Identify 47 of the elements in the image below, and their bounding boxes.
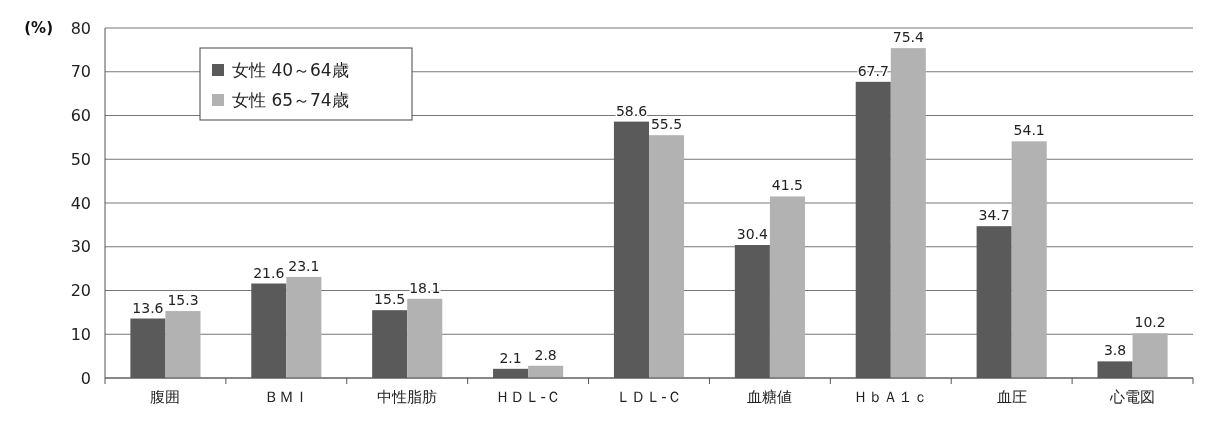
data-label: 67.7 [857, 62, 889, 79]
x-tick-label: ＨｂＡ１ｃ [853, 388, 929, 406]
y-tick-label: 30 [70, 237, 91, 257]
data-label: 41.5 [771, 177, 803, 194]
data-label: 15.3 [167, 292, 199, 309]
y-axis-title: (%) [24, 19, 53, 38]
y-tick-label: 20 [70, 281, 91, 301]
data-label: 30.4 [736, 226, 769, 242]
legend-label: 女性 40～64歳 [232, 59, 349, 80]
x-tick-label: 心電図 [1109, 388, 1156, 406]
data-label: 2.8 [534, 346, 557, 363]
data-label: 75.4 [892, 29, 924, 46]
data-label: 54.1 [1013, 122, 1045, 139]
bar [165, 311, 201, 378]
y-tick-label: 10 [70, 324, 91, 344]
bar [528, 365, 564, 378]
data-label: 23.1 [288, 257, 320, 274]
data-label: 21.6 [253, 264, 285, 281]
y-tick-label: 0 [80, 368, 91, 388]
data-label: 34.7 [978, 207, 1010, 224]
y-tick-label: 60 [70, 106, 91, 126]
data-label: 58.6 [615, 102, 648, 119]
x-tick-label: 中性脂肪 [377, 388, 438, 406]
legend-label: 女性 65～74歳 [232, 89, 349, 110]
x-tick-label: 腹囲 [150, 388, 181, 406]
data-label: 2.1 [499, 349, 522, 366]
data-label: 13.6 [132, 299, 164, 316]
y-tick-label: 40 [70, 193, 91, 213]
y-tick-label: 50 [70, 149, 91, 169]
bar [1011, 141, 1047, 378]
x-tick-label: ＬＤＬ-Ｃ [616, 388, 682, 406]
bar [1132, 333, 1168, 378]
data-label: 55.5 [650, 116, 683, 133]
bar [890, 48, 926, 378]
x-tick-label: 血糖値 [747, 388, 793, 406]
data-label: 10.2 [1134, 314, 1166, 331]
y-tick-label: 70 [70, 62, 91, 82]
data-label: 3.8 [1103, 342, 1127, 359]
x-tick-label: ＢＭＩ [263, 388, 309, 406]
bar [407, 298, 443, 378]
bar [769, 196, 805, 378]
bar [649, 135, 685, 378]
x-tick-label: 血圧 [996, 388, 1027, 406]
data-label: 15.5 [374, 291, 406, 308]
x-tick-label: ＨＤＬ-Ｃ [495, 388, 561, 406]
bar [286, 276, 322, 378]
y-tick-label: 80 [70, 18, 91, 38]
